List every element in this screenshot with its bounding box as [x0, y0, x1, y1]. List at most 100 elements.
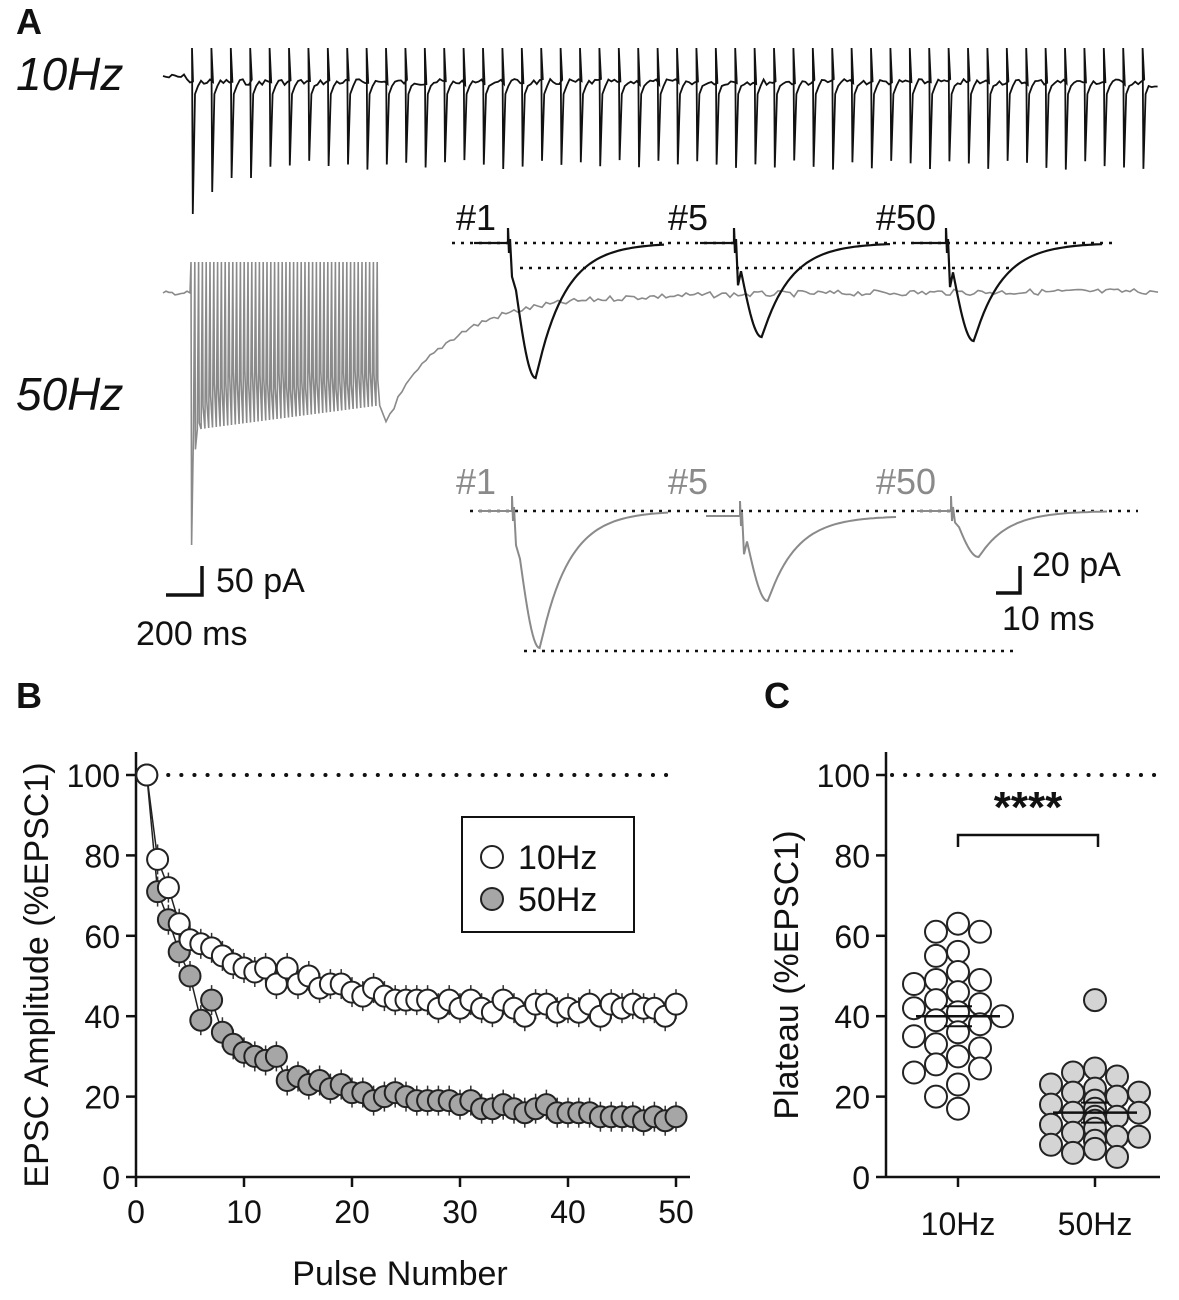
point-50Hz — [1105, 1064, 1129, 1089]
point-10Hz — [156, 876, 180, 900]
point-50Hz — [1039, 1132, 1063, 1157]
point-50Hz — [1105, 1084, 1129, 1109]
point-10Hz — [924, 988, 948, 1013]
significance-stars: **** — [994, 783, 1063, 832]
point-50Hz — [1061, 1060, 1085, 1085]
panel-b-y-tick-label: 60 — [84, 919, 120, 955]
point-10Hz — [924, 1084, 948, 1109]
panel-a: A 10Hz 50Hz #1 #5 #50 #1 #5 #50 50 pA 20… — [16, 1, 1159, 653]
point-50Hz — [1061, 1080, 1085, 1105]
point-10Hz — [924, 1032, 948, 1057]
point-50Hz — [1039, 1112, 1063, 1137]
inset-10hz-label-1: #1 — [456, 197, 496, 238]
panel-b-x-tick-label: 20 — [334, 1194, 370, 1230]
panel-b-x-tick-label: 30 — [442, 1194, 478, 1230]
legend-label-10hz: 10Hz — [518, 839, 597, 877]
point-50Hz — [1105, 1104, 1129, 1129]
inset-50hz-label-50: #50 — [876, 461, 936, 502]
point-50Hz — [1105, 1124, 1129, 1149]
inset-50hz-label-5: #5 — [668, 461, 708, 502]
point-50Hz — [1083, 988, 1107, 1013]
point-10Hz — [902, 972, 926, 996]
panel-b-y-axis-title: EPSC Amplitude (%EPSC1) — [18, 762, 56, 1187]
point-10Hz — [275, 956, 299, 980]
panel-b-y-tick-label: 0 — [102, 1160, 120, 1196]
panel-c-y-axis-title: Plateau (%EPSC1) — [768, 830, 806, 1119]
point-50Hz — [1127, 1080, 1151, 1105]
point-10Hz — [135, 763, 159, 787]
inset-50hz-label-1: #1 — [456, 461, 496, 502]
point-10Hz — [924, 919, 948, 944]
point-10Hz — [946, 980, 970, 1005]
panel-c-y-tick-label: 0 — [852, 1160, 870, 1196]
point-10Hz — [946, 1072, 970, 1097]
panel-c-y-tick-label: 40 — [834, 999, 870, 1035]
point-10Hz — [968, 1056, 992, 1081]
panel-b-y-tick-label: 40 — [84, 999, 120, 1035]
panel-b-y-tick-label: 80 — [84, 838, 120, 874]
panel-b-label: B — [16, 675, 42, 716]
point-10Hz — [924, 968, 948, 992]
inset-50hz-epsc-50 — [917, 495, 1108, 559]
panel-c-y-tick-label: 60 — [834, 919, 870, 955]
scale-main-time: 200 ms — [136, 615, 248, 653]
panel-b: B 0 20 40 60 80 100 0 10 20 30 40 50 Pulse Number E… — [16, 675, 694, 1293]
point-50Hz — [1061, 1140, 1085, 1165]
point-10Hz — [946, 1096, 970, 1121]
point-50Hz — [1061, 1120, 1085, 1145]
point-50Hz — [178, 964, 202, 988]
inset-50hz-epsc-1 — [478, 495, 669, 650]
trace-10hz — [162, 47, 1158, 215]
scale-main-amplitude: 50 pA — [216, 562, 305, 600]
point-10Hz — [946, 960, 970, 984]
panel-b-x-tick-label: 0 — [127, 1194, 145, 1230]
scale-inset-time: 10 ms — [1002, 600, 1095, 638]
significance-bracket — [956, 833, 1100, 847]
point-10Hz — [946, 911, 970, 936]
legend-box — [461, 816, 635, 933]
panel-c-x-tick-label: 10Hz — [921, 1206, 996, 1242]
point-10Hz — [968, 968, 992, 992]
panel-b-axes: 0 20 40 60 80 100 0 10 20 30 40 50 — [67, 752, 694, 1230]
panel-b-x-tick-label: 50 — [658, 1194, 694, 1230]
point-10Hz — [968, 1036, 992, 1061]
panel-b-x-tick-label: 40 — [550, 1194, 586, 1230]
panel-c-y-tick-label: 100 — [817, 758, 870, 794]
panel-b-x-tick-label: 10 — [226, 1194, 262, 1230]
point-10Hz — [946, 1000, 970, 1025]
point-50Hz — [200, 988, 224, 1012]
point-50Hz — [1039, 1072, 1063, 1097]
panel-c-axes: 0 20 40 60 80 100 10Hz 50Hz — [817, 752, 1162, 1242]
point-10Hz — [968, 919, 992, 944]
scale-bar-inset — [996, 566, 1022, 595]
scale-bar-main — [166, 566, 204, 597]
panel-c-y-tick-label: 20 — [834, 1080, 870, 1116]
scale-inset-amplitude: 20 pA — [1032, 546, 1121, 584]
point-10Hz — [902, 996, 926, 1021]
inset-10hz-epsc-5 — [700, 227, 891, 339]
point-10Hz — [902, 1060, 926, 1085]
inset-50hz-epsc-5 — [706, 500, 897, 603]
point-50Hz — [189, 1008, 213, 1032]
legend-marker-50hz — [480, 887, 504, 911]
point-50Hz — [1083, 1136, 1107, 1161]
panel-c-x-tick-label: 50Hz — [1058, 1206, 1133, 1242]
point-50Hz — [264, 1044, 288, 1068]
inset-10hz-epsc-50 — [912, 227, 1103, 343]
panel-a-label: A — [16, 1, 42, 42]
legend-label-50hz: 50Hz — [518, 881, 597, 919]
inset-10hz-epsc-1 — [474, 227, 665, 380]
panel-c-marks — [902, 911, 1151, 1169]
point-10Hz — [664, 992, 688, 1016]
point-10Hz — [946, 1020, 970, 1045]
freq-label-50hz: 50Hz — [16, 368, 123, 420]
legend-marker-10hz — [480, 845, 504, 869]
point-50Hz — [664, 1105, 688, 1129]
panel-b-y-tick-label: 20 — [84, 1080, 120, 1116]
point-50Hz — [1127, 1124, 1151, 1149]
point-10Hz — [167, 912, 191, 936]
freq-label-10hz: 10Hz — [16, 48, 123, 100]
panel-c-label: C — [764, 675, 790, 716]
